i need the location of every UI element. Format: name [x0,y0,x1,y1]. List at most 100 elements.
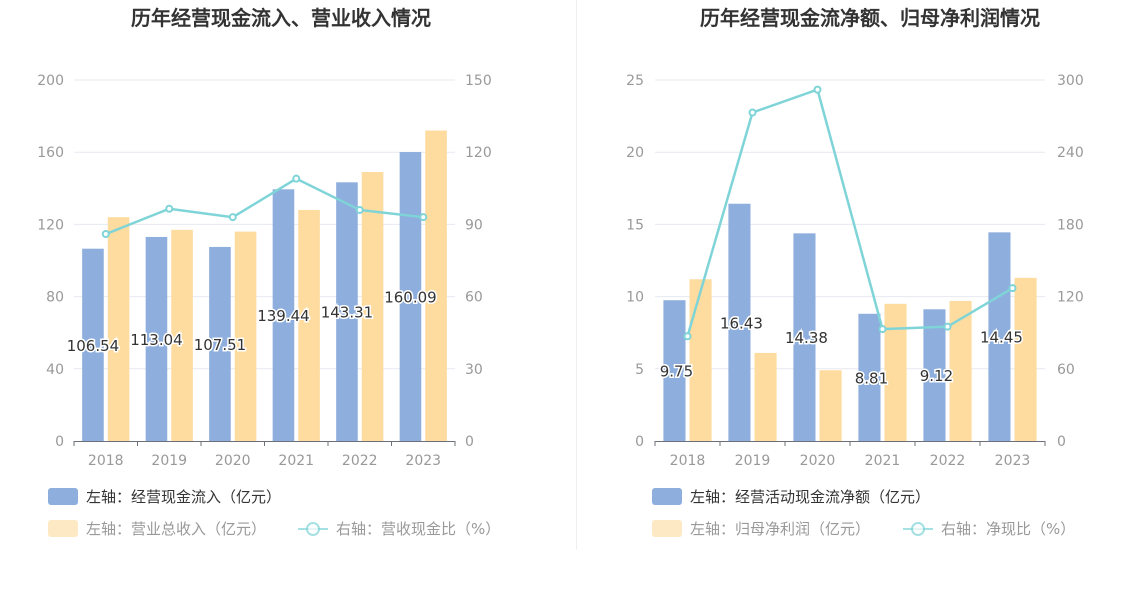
left-axis-tick-label: 80 [46,290,64,306]
data-label: 9.75 [660,363,693,381]
legend-label: 左轴：经营现金流入（亿元） [86,488,281,506]
right-axis-tick-label: 150 [465,73,492,89]
data-label: 143.31 [321,304,374,322]
right-axis-tick-label: 300 [1057,73,1084,89]
left-axis-tick-label: 40 [46,362,64,378]
data-label: 8.81 [855,369,888,387]
chart-title: 历年经营现金流入、营业收入情况 [131,6,431,30]
right-axis-tick-label: 240 [1057,145,1084,161]
x-axis-tick-label: 2019 [151,453,187,469]
left-axis-tick-label: 0 [55,434,64,450]
data-label: 14.38 [785,329,828,347]
left-axis-tick-label: 10 [626,290,644,306]
line-point [101,230,110,239]
bar-blue [793,233,816,441]
x-axis-tick-label: 2020 [800,453,836,469]
bar-blue [728,203,751,441]
bar-blue [82,248,104,441]
left-axis-tick-label: 160 [37,145,64,161]
legend-label: 左轴：经营活动现金流净额（亿元） [690,488,930,506]
left-axis-tick-label: 25 [626,73,644,89]
bar-orange [754,352,777,441]
x-axis-tick-label: 2018 [88,453,124,469]
bar-blue [399,152,422,442]
bar-orange [425,130,447,442]
right-axis-tick-label: 30 [465,362,483,378]
bar-blue [145,236,168,441]
line-point [355,205,364,214]
bar-orange [171,229,193,441]
left-axis-tick-label: 20 [626,145,644,161]
data-label: 160.09 [384,289,437,307]
data-label: 9.12 [920,367,953,385]
chart-1: 历年经营现金流入、营业收入情况 0 40 80 120 160 200 0 30 60 90 120 1… [37,6,500,538]
bar-orange [884,303,907,441]
x-axis-tick-label: 2018 [670,453,706,469]
x-axis-tick-label: 2019 [735,453,771,469]
line-point [813,85,822,94]
x-axis-tick-label: 2021 [865,453,901,469]
line-point [748,108,757,117]
x-axis-tick-label: 2020 [215,453,251,469]
bar-blue [663,300,686,441]
bar-orange [298,209,320,441]
x-axis-tick-label: 2022 [930,453,966,469]
right-axis-tick-label: 90 [465,217,483,233]
line-point [419,213,428,222]
bar-blue [988,232,1011,441]
legend-line-marker [306,522,320,536]
right-axis-tick-label: 60 [465,290,483,306]
line-series [105,177,424,236]
chart-title: 历年经营现金流净额、归母净利润情况 [700,6,1040,30]
line-point [292,174,301,183]
x-axis-tick-label: 2023 [405,453,441,469]
data-label: 106.54 [67,337,120,355]
legend-swatch [652,488,682,505]
right-axis-tick-label: 60 [1057,362,1075,378]
left-axis-tick-label: 15 [626,217,644,233]
bar-blue [336,182,358,442]
left-axis-tick-label: 120 [37,217,64,233]
legend-label: 左轴：营业总收入（亿元） [86,520,266,538]
left-axis-tick-label: 200 [37,73,64,89]
right-axis-tick-label: 0 [465,434,474,450]
line-point [1008,284,1017,293]
legend-label: 右轴：营收现金比（%） [336,520,500,538]
x-axis-tick-label: 2023 [995,453,1031,469]
legend-line-marker [911,522,925,536]
chart-2: 历年经营现金流净额、归母净利润情况 0 5 10 15 20 25 0 60 120 180 240 3… [626,6,1084,538]
data-label: 113.04 [130,331,183,349]
legend-label: 右轴：净现比（%） [941,520,1075,538]
legend-swatch [48,520,78,537]
bar-orange [1014,277,1037,441]
right-axis-tick-label: 120 [465,145,492,161]
line-point [943,322,952,331]
bar-orange [949,300,972,441]
data-label: 14.45 [980,329,1023,347]
left-axis-tick-label: 0 [635,434,644,450]
line-point [683,332,692,341]
bar-blue [209,246,231,441]
bar-orange [107,217,130,441]
data-label: 139.44 [257,307,310,325]
line-point [228,213,237,222]
bar-orange [361,172,384,441]
bar-orange [689,279,712,441]
x-axis-tick-label: 2022 [342,453,378,469]
bar-orange [819,370,842,441]
data-label: 16.43 [720,314,763,332]
right-axis-tick-label: 120 [1057,290,1084,306]
bar-blue [923,309,946,441]
right-axis-tick-label: 0 [1057,434,1066,450]
left-axis-tick-label: 5 [635,362,644,378]
data-label: 107.51 [194,336,247,354]
legend-swatch [48,488,78,505]
legend-swatch [652,520,682,537]
bar-orange [234,231,257,441]
bar-blue [272,189,295,441]
x-axis-tick-label: 2021 [278,453,314,469]
right-axis-tick-label: 180 [1057,217,1084,233]
line-series [686,88,1014,337]
